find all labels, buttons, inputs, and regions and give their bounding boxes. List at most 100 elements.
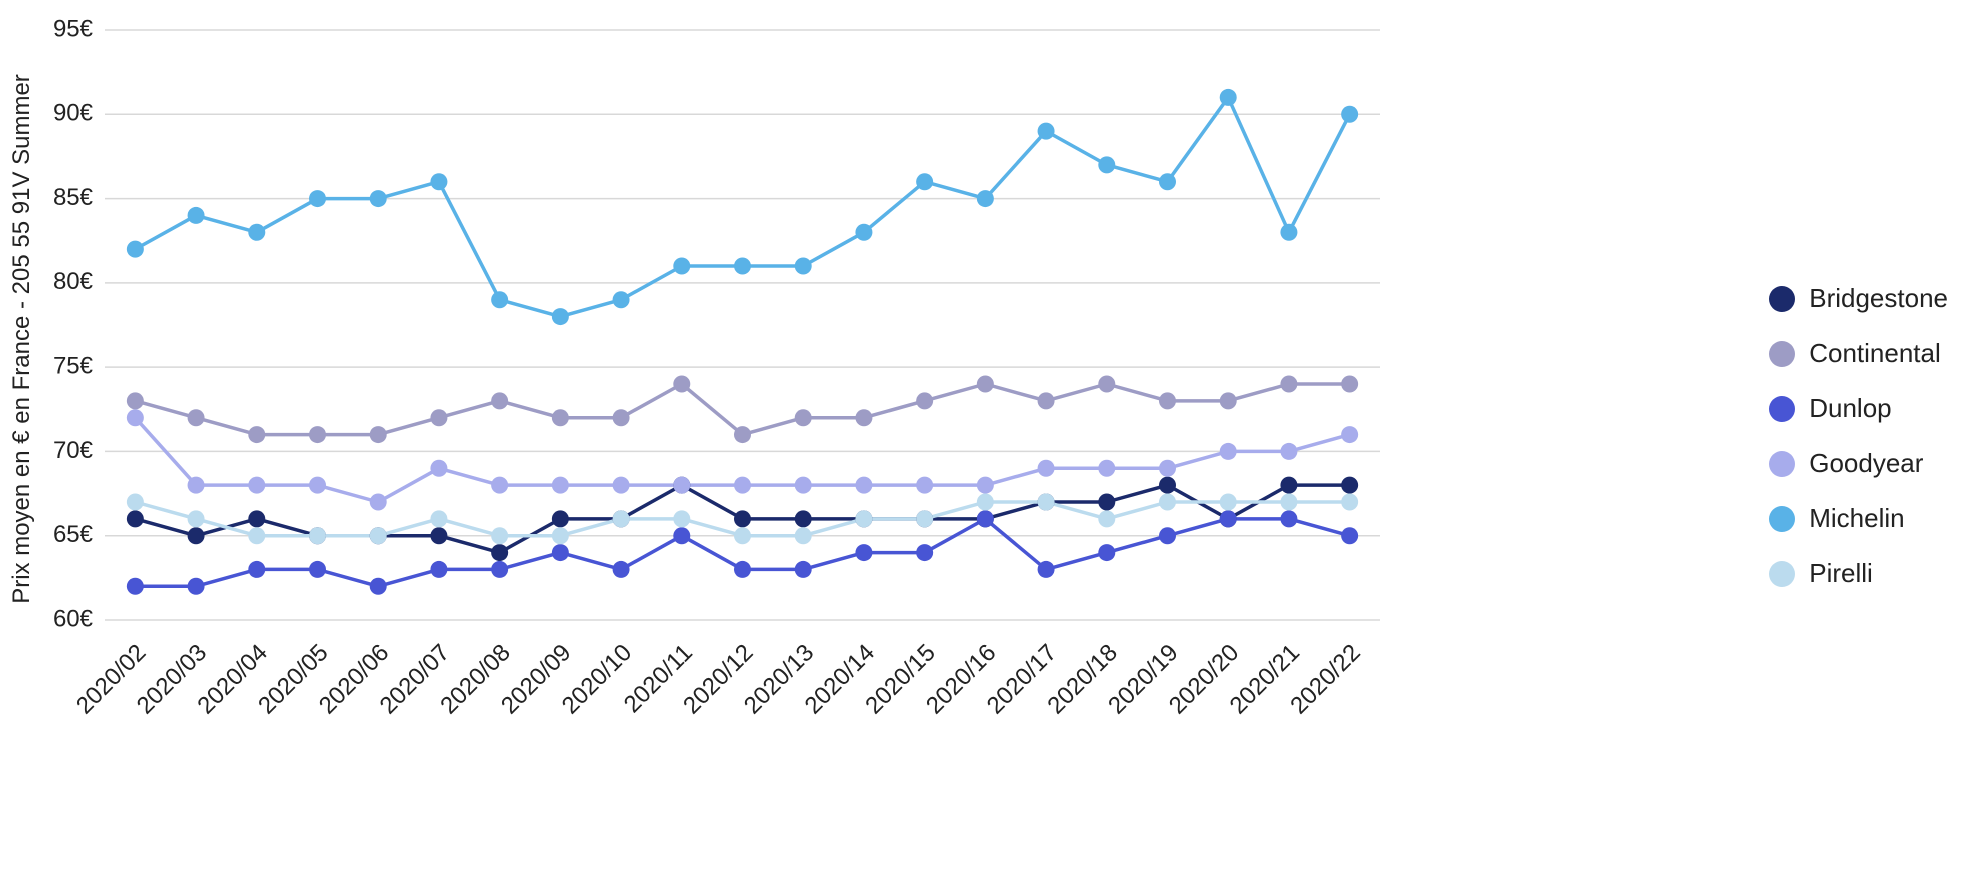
series-marker <box>552 409 569 426</box>
series-marker <box>673 477 690 494</box>
legend-label: Bridgestone <box>1809 283 1948 314</box>
series-marker <box>127 510 144 527</box>
ytick-label: 70€ <box>53 437 94 464</box>
legend-item: Bridgestone <box>1769 283 1948 314</box>
series-marker <box>1038 561 1055 578</box>
series-marker <box>248 477 265 494</box>
series-marker <box>855 409 872 426</box>
series-marker <box>1341 106 1358 123</box>
series-marker <box>430 409 447 426</box>
legend: Bridgestone Continental Dunlop Goodyear Mich… <box>1769 283 1948 589</box>
ytick-label: 90€ <box>53 100 94 127</box>
series-marker <box>1280 494 1297 511</box>
series-marker <box>1159 460 1176 477</box>
series-marker <box>370 527 387 544</box>
series-marker <box>552 308 569 325</box>
series-marker <box>491 544 508 561</box>
ytick-label: 60€ <box>53 605 94 632</box>
legend-label: Goodyear <box>1809 448 1923 479</box>
series-marker <box>613 510 630 527</box>
legend-item: Continental <box>1769 338 1948 369</box>
series-marker <box>127 578 144 595</box>
legend-item: Goodyear <box>1769 448 1948 479</box>
series-marker <box>1098 156 1115 173</box>
legend-label: Pirelli <box>1809 558 1873 589</box>
series-marker <box>1341 376 1358 393</box>
series-marker <box>1280 376 1297 393</box>
series-marker <box>430 173 447 190</box>
series-marker <box>491 477 508 494</box>
series-marker <box>1280 510 1297 527</box>
series-marker <box>795 477 812 494</box>
series-marker <box>855 224 872 241</box>
series-marker <box>552 477 569 494</box>
series-marker <box>370 426 387 443</box>
ytick-label: 75€ <box>53 352 94 379</box>
legend-label: Michelin <box>1809 503 1904 534</box>
series-marker <box>734 258 751 275</box>
series-marker <box>1159 392 1176 409</box>
series-marker <box>188 409 205 426</box>
series-marker <box>855 510 872 527</box>
series-marker <box>248 510 265 527</box>
series-marker <box>430 460 447 477</box>
series-marker <box>430 527 447 544</box>
series-marker <box>1159 494 1176 511</box>
y-axis-title: Prix moyen en € en France - 205 55 91V S… <box>8 74 36 604</box>
series-marker <box>1341 527 1358 544</box>
series-marker <box>1280 224 1297 241</box>
series-marker <box>309 190 326 207</box>
series-marker <box>734 426 751 443</box>
series-marker <box>613 291 630 308</box>
series-marker <box>795 409 812 426</box>
series-marker <box>855 544 872 561</box>
series-marker <box>1280 443 1297 460</box>
ytick-label: 95€ <box>53 15 94 42</box>
series-marker <box>127 241 144 258</box>
legend-swatch <box>1769 451 1795 477</box>
series-marker <box>916 510 933 527</box>
series-marker <box>309 527 326 544</box>
series-marker <box>613 409 630 426</box>
series-marker <box>248 527 265 544</box>
series-marker <box>552 510 569 527</box>
series-marker <box>1159 527 1176 544</box>
series-marker <box>1220 494 1237 511</box>
series-marker <box>491 561 508 578</box>
legend-swatch <box>1769 396 1795 422</box>
series-marker <box>734 561 751 578</box>
series-marker <box>673 527 690 544</box>
series-marker <box>673 258 690 275</box>
series-marker <box>1098 494 1115 511</box>
ytick-label: 80€ <box>53 268 94 295</box>
series-marker <box>1341 477 1358 494</box>
series-marker <box>188 207 205 224</box>
series-marker <box>127 409 144 426</box>
series-marker <box>673 376 690 393</box>
series-marker <box>916 544 933 561</box>
series-marker <box>1220 443 1237 460</box>
legend-swatch <box>1769 286 1795 312</box>
series-marker <box>734 527 751 544</box>
series-marker <box>188 510 205 527</box>
series-marker <box>795 258 812 275</box>
series-marker <box>734 477 751 494</box>
series-marker <box>795 527 812 544</box>
ytick-label: 85€ <box>53 184 94 211</box>
chart-canvas: 60€65€70€75€80€85€90€95€2020/022020/0320… <box>0 0 1978 872</box>
series-marker <box>309 477 326 494</box>
series-marker <box>1038 460 1055 477</box>
series-marker <box>1038 494 1055 511</box>
series-marker <box>1220 510 1237 527</box>
series-marker <box>977 477 994 494</box>
legend-item: Dunlop <box>1769 393 1948 424</box>
series-marker <box>370 494 387 511</box>
series-marker <box>1159 477 1176 494</box>
series-marker <box>1341 494 1358 511</box>
series-marker <box>1098 544 1115 561</box>
series-marker <box>795 561 812 578</box>
series-marker <box>188 527 205 544</box>
series-marker <box>916 477 933 494</box>
series-marker <box>1098 510 1115 527</box>
series-marker <box>855 477 872 494</box>
